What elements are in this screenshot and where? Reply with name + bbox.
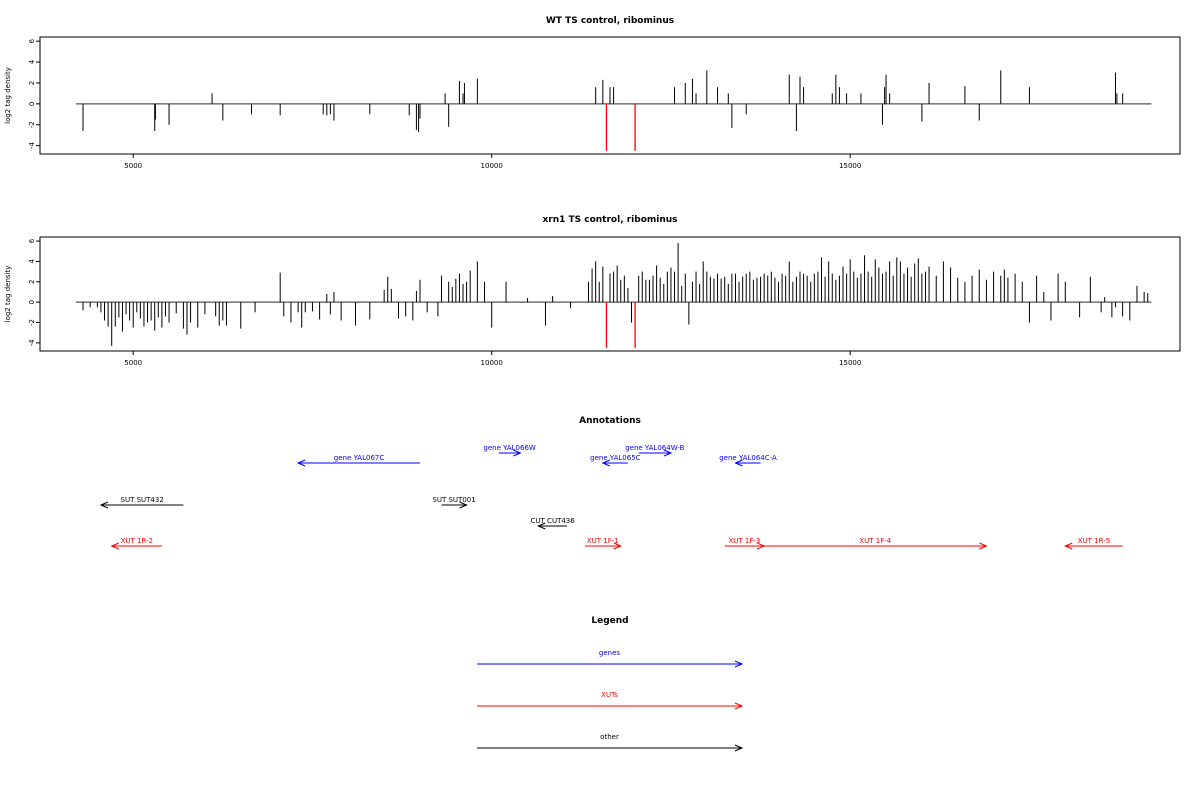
wt-y-tick-label: -2 <box>28 121 36 128</box>
xrn1-highlight-bars <box>605 302 636 348</box>
annotation-arrow-head-icon <box>613 542 623 550</box>
xrn1-track-panel: xrn1 TS control, ribominus -4 -2 0 2 4 6 5000… <box>4 215 1181 367</box>
legend-arrow-head-icon <box>734 702 744 710</box>
annotation-label: gene YAL064C-A <box>719 454 777 462</box>
annotation-arrow-head-icon <box>537 522 546 530</box>
xrn1-y-tick-label: -2 <box>28 319 36 326</box>
annotation-feature: XUT 1R-2 <box>110 537 162 550</box>
annotation-feature: gene YAL065C <box>590 454 641 467</box>
wt-y-tick-label: 4 <box>28 59 36 64</box>
annotation-label: SUT SUT432 <box>121 496 164 504</box>
annotation-label: SUT SUT001 <box>432 496 475 504</box>
wt-plot-frame <box>39 36 1181 155</box>
annotation-label: gene YAL067C <box>334 454 385 462</box>
wt-highlight-bars <box>605 103 636 151</box>
legend-label: genes <box>599 649 620 657</box>
annotation-feature: XUT 1R-5 <box>1064 537 1123 550</box>
annotation-arrow-head-icon <box>110 542 119 550</box>
annotation-arrow-head-icon <box>601 459 611 467</box>
annotation-label: gene YAL064W-B <box>625 444 684 452</box>
wt-bars <box>82 70 1124 133</box>
annotation-label: XUT 1F-4 <box>859 537 891 545</box>
legend-items: genes XUTs other <box>477 649 744 752</box>
annotation-arrow-head-icon <box>979 542 988 550</box>
annotations-title: Annotations <box>579 416 641 426</box>
wt-y-axis: -4 -2 0 2 4 6 <box>28 38 40 149</box>
annotation-arrow-head-icon <box>513 449 522 457</box>
xrn1-bars <box>82 243 1149 346</box>
annotation-label: gene YAL065C <box>590 454 641 462</box>
annotation-feature: CUT CUT436 <box>531 517 576 530</box>
wt-x-tick-label: 10000 <box>481 162 503 170</box>
wt-x-axis: 5000 10000 15000 <box>124 154 861 170</box>
wt-y-tick-label: 6 <box>28 38 36 43</box>
annotation-feature: gene YAL067C <box>296 454 420 467</box>
xrn1-x-tick-label: 15000 <box>839 359 861 367</box>
legend-title: Legend <box>591 616 628 626</box>
annotation-arrow-head-icon <box>734 459 743 467</box>
annotation-feature: SUT SUT432 <box>99 496 184 509</box>
legend-arrow-head-icon <box>734 744 744 752</box>
annotation-features: gene YAL067C gene YAL066W gene YAL065C gene… <box>99 444 1123 550</box>
annotation-feature: XUT 1F-1 <box>584 537 623 550</box>
legend-panel: Legend genes XUTs other <box>477 616 744 752</box>
xrn1-track-title: xrn1 TS control, ribominus <box>542 215 677 225</box>
wt-y-tick-label: 2 <box>28 81 36 85</box>
annotation-feature: gene YAL064C-A <box>719 454 777 467</box>
annotation-feature: gene YAL066W <box>483 444 536 457</box>
annotation-feature: gene YAL064W-B <box>625 444 685 457</box>
annotation-label: gene YAL066W <box>483 444 536 452</box>
legend-item: genes <box>477 649 744 668</box>
xrn1-y-tick-label: 2 <box>28 280 36 284</box>
annotation-arrow-head-icon <box>1064 542 1073 550</box>
xrn1-y-tick-label: 4 <box>28 259 36 264</box>
xrn1-y-axis-label: log2 tag density <box>4 266 12 323</box>
annotation-label: XUT 1R-2 <box>121 537 153 545</box>
xrn1-plot-frame <box>39 236 1181 352</box>
xrn1-x-tick-label: 5000 <box>124 359 142 367</box>
annotation-label: XUT 1F-1 <box>587 537 619 545</box>
legend-item: XUTs <box>477 691 744 710</box>
xrn1-y-axis: -4 -2 0 2 4 6 <box>28 238 40 346</box>
xrn1-y-tick-label: -4 <box>28 339 36 347</box>
annotation-label: XUT 1F-3 <box>728 537 760 545</box>
annotation-arrow-head-icon <box>459 501 468 509</box>
wt-y-tick-label: 0 <box>28 102 36 106</box>
annotation-feature: SUT SUT001 <box>432 496 476 509</box>
wt-x-tick-label: 5000 <box>124 162 142 170</box>
annotation-arrow-head-icon <box>663 449 673 457</box>
xrn1-x-tick-label: 10000 <box>481 359 503 367</box>
annotation-arrow-head-icon <box>99 501 109 509</box>
wt-y-tick-label: -4 <box>28 142 36 150</box>
wt-y-axis-label: log2 tag density <box>4 67 12 124</box>
annotation-feature: XUT 1F-4 <box>764 537 988 550</box>
xrn1-x-axis: 5000 10000 15000 <box>124 351 861 367</box>
annotation-arrow-head-icon <box>296 459 306 467</box>
xrn1-y-tick-label: 6 <box>28 238 36 243</box>
annotation-label: XUT 1R-5 <box>1078 537 1110 545</box>
xrn1-y-tick-label: 0 <box>28 300 36 304</box>
wt-track-panel: WT TS control, ribominus -4 -2 0 2 4 6 5000 10… <box>4 16 1181 170</box>
legend-label: other <box>600 733 619 741</box>
wt-x-tick-label: 15000 <box>839 162 861 170</box>
legend-item: other <box>477 733 744 752</box>
legend-label: XUTs <box>601 691 618 699</box>
annotation-label: CUT CUT436 <box>531 517 576 525</box>
annotation-feature: XUT 1F-3 <box>724 537 766 550</box>
legend-arrow-head-icon <box>734 660 744 668</box>
wt-track-title: WT TS control, ribominus <box>546 16 674 26</box>
